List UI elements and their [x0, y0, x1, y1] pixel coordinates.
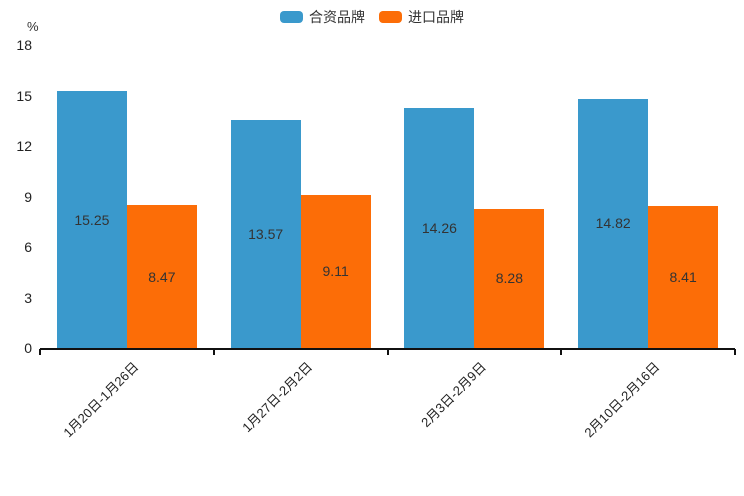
x-axis-tick: [734, 349, 736, 355]
legend-swatch-blue-icon: [280, 11, 303, 23]
y-axis-tick-label: 0: [24, 340, 32, 356]
bar-value-label: 8.47: [148, 268, 176, 285]
x-axis-tick: [212, 349, 215, 355]
x-axis-line: [40, 348, 735, 350]
x-axis-tick: [386, 349, 389, 355]
legend-item-joint-venture-brands[interactable]: 合资品牌: [280, 7, 365, 27]
y-axis-tick-label: 3: [24, 289, 32, 306]
bar-import: [126, 205, 197, 348]
bar-joint-venture: [230, 119, 301, 348]
bar-joint-venture: [404, 107, 475, 348]
x-axis-category-label: 2月3日-2月9日: [418, 359, 490, 431]
bar-value-label: 8.41: [669, 269, 697, 286]
legend-item-import-brands[interactable]: 进口品牌: [379, 7, 464, 27]
y-axis-tick-label: 9: [24, 188, 32, 205]
x-axis-tick: [39, 349, 41, 355]
bar-import: [300, 194, 371, 348]
bar-value-label: 13.57: [248, 225, 284, 242]
y-axis-tick-label: 15: [16, 87, 32, 104]
bar-joint-venture: [56, 91, 127, 348]
x-axis-category-label: 1月27日-2月2日: [239, 359, 316, 436]
x-axis-category-label: 1月20日-1月26日: [60, 359, 142, 441]
legend: 合资品牌 进口品牌: [0, 7, 744, 27]
x-axis-category-label: 2月10日-2月16日: [581, 359, 663, 441]
legend-label-import: 进口品牌: [408, 9, 464, 25]
bar-joint-venture: [578, 98, 649, 348]
bar-value-label: 15.25: [74, 211, 110, 228]
y-axis-unit-label: %: [27, 19, 39, 34]
legend-swatch-orange-icon: [379, 11, 402, 23]
legend-label-joint-venture: 合资品牌: [309, 9, 365, 25]
bar-value-label: 14.82: [595, 215, 631, 232]
y-axis-tick-label: 6: [24, 239, 32, 255]
y-axis-tick-label: 12: [16, 138, 32, 154]
y-axis-tick-label: 18: [16, 37, 32, 53]
bar-value-label: 8.28: [495, 270, 523, 287]
bar-import: [648, 206, 719, 348]
bar-value-label: 9.11: [322, 263, 349, 280]
bar-value-label: 14.26: [421, 219, 457, 236]
bar-import: [474, 208, 545, 348]
x-axis-tick: [560, 349, 563, 355]
